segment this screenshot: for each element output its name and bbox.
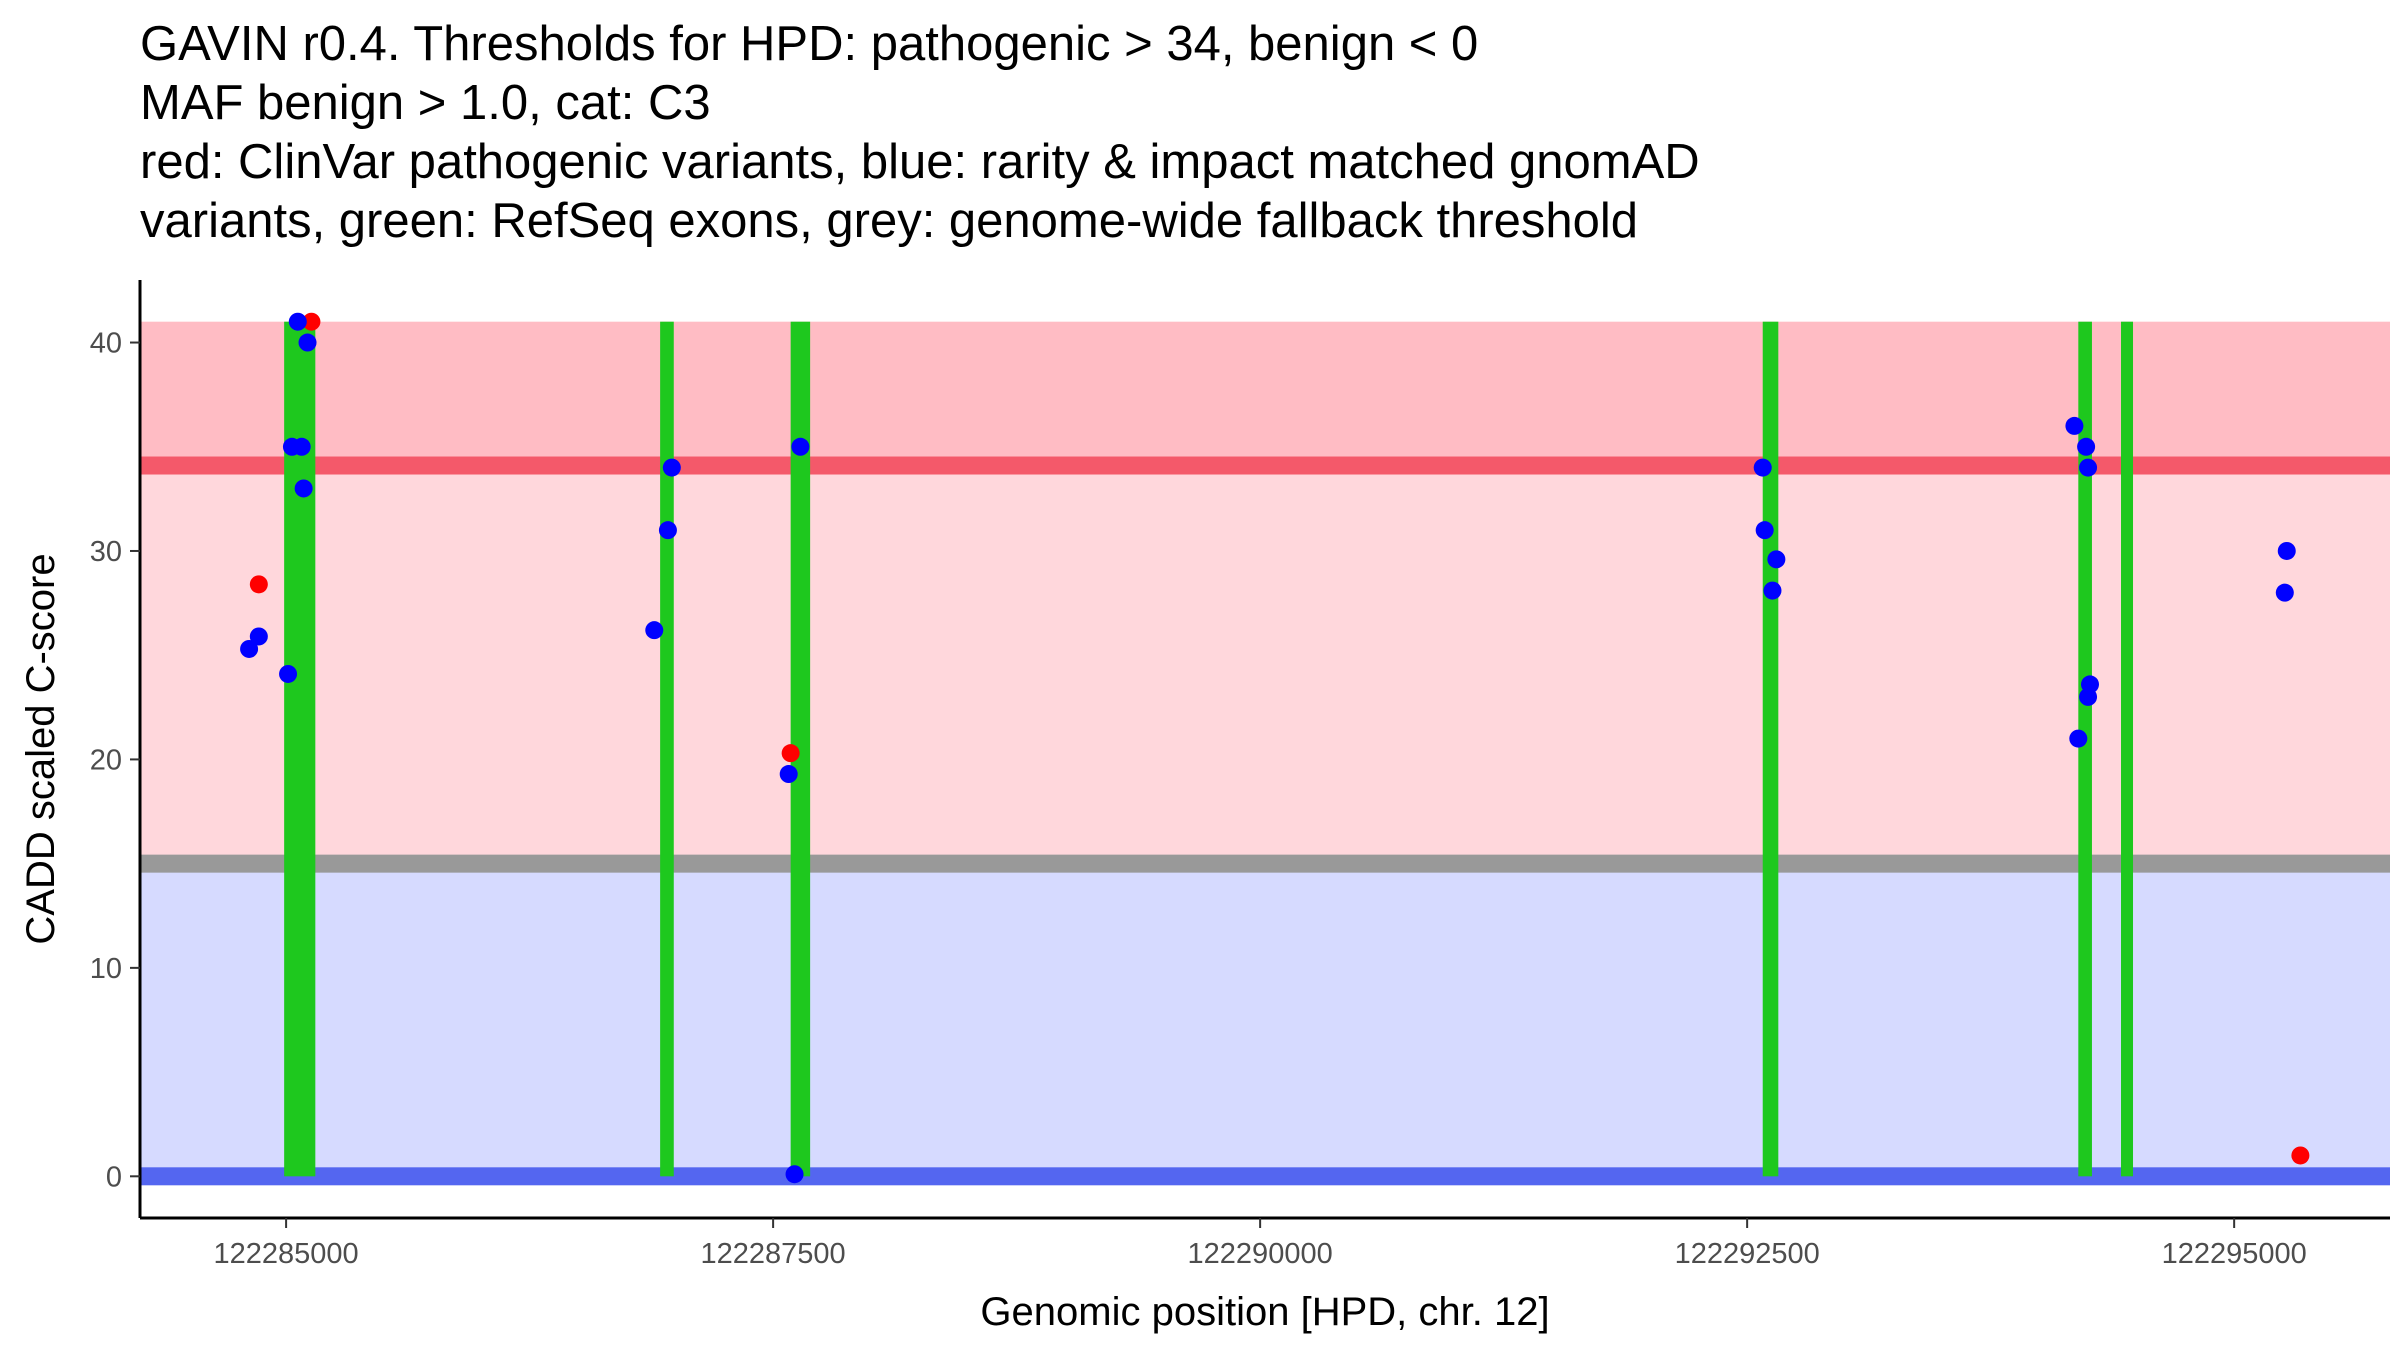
variant-points xyxy=(240,312,2310,1184)
clinvar-point-1 xyxy=(249,575,268,594)
exon-bars xyxy=(284,321,2134,1177)
exon-bar-4 xyxy=(1762,321,1779,1177)
gnomad-point-14 xyxy=(791,437,810,456)
y-tick-label: 0 xyxy=(106,1161,122,1193)
gnomad-point-3 xyxy=(279,664,298,683)
gnomad-point-20 xyxy=(2069,729,2088,748)
x-tick-label: 122295000 xyxy=(2162,1238,2307,1270)
exon-bar-3 xyxy=(790,321,811,1177)
gnomad-point-25 xyxy=(2275,583,2294,602)
gnomad-point-1 xyxy=(240,639,259,658)
gnomad-point-24 xyxy=(2081,675,2099,694)
gnomad-point-15 xyxy=(1753,458,1772,477)
clinvar-point-2 xyxy=(302,312,321,331)
clinvar-point-4 xyxy=(2291,1146,2310,1165)
gnomad-point-12 xyxy=(779,765,798,784)
title-line-1: GAVIN r0.4. Thresholds for HPD: pathogen… xyxy=(140,17,1478,71)
exon-bar-1 xyxy=(284,321,316,1177)
exon-bar-6 xyxy=(2121,321,2134,1177)
gnomad-point-16 xyxy=(1755,521,1774,540)
gnomad-point-11 xyxy=(662,458,681,477)
clinvar-series xyxy=(249,312,2310,1165)
title-line-2: MAF benign > 1.0, cat: C3 xyxy=(140,76,711,130)
gnomad-point-17 xyxy=(1763,581,1782,600)
exon-bar-5 xyxy=(2078,321,2092,1177)
pathogenic-threshold-line xyxy=(140,456,2390,475)
gnomad-point-21 xyxy=(2077,437,2096,456)
y-tick-label: 40 xyxy=(90,328,122,360)
gnomad-point-26 xyxy=(2277,541,2296,560)
fallback-threshold-line xyxy=(140,854,2390,873)
gnomad-point-8 xyxy=(298,333,317,352)
x-tick-label: 122287500 xyxy=(701,1238,846,1270)
gnomad-point-9 xyxy=(645,621,664,640)
y-ticks: 0 10 20 30 40 xyxy=(90,328,140,1193)
threshold-lines xyxy=(140,456,2390,1186)
gnomad-point-22 xyxy=(2079,458,2098,477)
title-line-3: red: ClinVar pathogenic variants, blue: … xyxy=(140,135,1700,189)
x-tick-label: 122290000 xyxy=(1188,1238,1333,1270)
axes xyxy=(138,280,2390,1220)
benign-threshold-line xyxy=(140,1167,2390,1186)
x-ticks: 122285000 122287500 122290000 122292500 1222… xyxy=(214,1218,2307,1270)
gnomad-point-19 xyxy=(2065,416,2084,435)
x-tick-label: 122285000 xyxy=(214,1238,359,1270)
pathogenic-range-band xyxy=(140,321,2390,468)
y-axis-title: CADD scaled C-score xyxy=(19,553,63,944)
y-tick-label: 20 xyxy=(90,744,122,776)
y-tick-label: 10 xyxy=(90,953,122,985)
gnomad-point-18 xyxy=(1767,550,1786,569)
clinvar-point-3 xyxy=(781,744,800,763)
gnomad-point-7 xyxy=(294,479,313,498)
gnomad-point-2 xyxy=(249,627,268,646)
title-line-4: variants, green: RefSeq exons, grey: gen… xyxy=(140,194,1638,248)
x-tick-label: 122292500 xyxy=(1675,1238,1820,1270)
y-tick-label: 30 xyxy=(90,536,122,568)
benign-range-band xyxy=(140,863,2390,1177)
gnomad-point-10 xyxy=(658,521,677,540)
intermediate-range-band xyxy=(140,467,2390,864)
exon-bar-2 xyxy=(660,321,674,1177)
x-axis-title: Genomic position [HPD, chr. 12] xyxy=(980,1290,1549,1334)
gnomad-point-13 xyxy=(785,1165,804,1184)
gnomad-series xyxy=(240,312,2296,1184)
chart-title: GAVIN r0.4. Thresholds for HPD: pathogen… xyxy=(140,17,1700,248)
gnomad-point-6 xyxy=(292,437,311,456)
threshold-bands xyxy=(140,321,2390,1177)
gnomad-point-5 xyxy=(288,312,307,331)
